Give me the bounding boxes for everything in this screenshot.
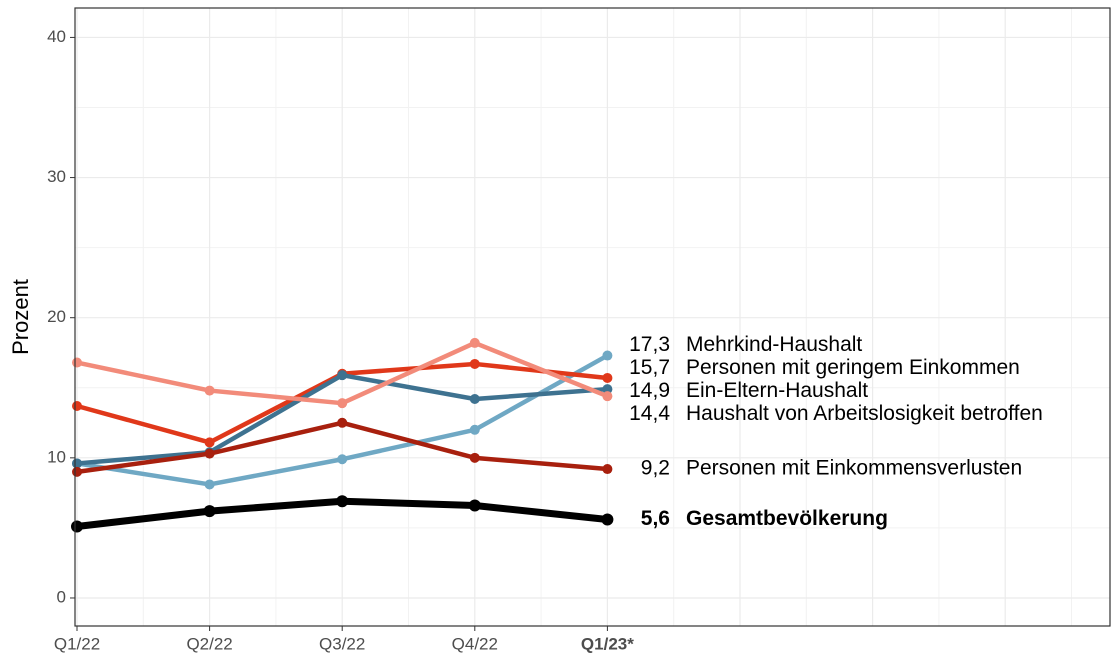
end-label: 17,3 Mehrkind-Haushalt	[629, 333, 862, 356]
point	[204, 448, 215, 459]
point	[469, 424, 480, 435]
x-tick-label: Q2/22	[186, 634, 232, 653]
point	[72, 466, 82, 477]
point	[72, 400, 82, 411]
y-tick-label: 0	[57, 587, 66, 606]
series-label: Gesamtbevölkerung	[686, 507, 888, 530]
point	[602, 372, 613, 383]
point	[469, 337, 480, 348]
series-label: Personen mit Einkommensverlusten	[686, 457, 1022, 480]
x-tick-label: Q3/22	[319, 634, 365, 653]
value-label: 17,3	[629, 333, 670, 356]
x-tick-label: Q4/22	[452, 634, 498, 653]
y-axis-label: Prozent	[8, 279, 33, 355]
value-label: 9,2	[641, 457, 670, 480]
point	[204, 437, 215, 448]
point	[204, 385, 215, 396]
point	[469, 393, 480, 404]
end-label: 5,6 Gesamtbevölkerung	[641, 507, 888, 530]
series-label: Mehrkind-Haushalt	[686, 333, 862, 356]
series-label: Personen mit geringem Einkommen	[686, 356, 1020, 379]
series-label: Ein-Eltern-Haushalt	[686, 379, 868, 402]
end-label: 14,4 Haushalt von Arbeitslosigkeit betrof…	[629, 402, 1043, 425]
point	[469, 358, 480, 369]
point	[204, 479, 215, 490]
point	[468, 499, 481, 512]
point	[602, 350, 613, 361]
point	[72, 357, 82, 368]
value-label: 14,9	[629, 379, 670, 402]
value-label: 15,7	[629, 356, 670, 379]
point	[337, 454, 348, 465]
plot-border	[74, 7, 1111, 627]
x-tick-label: Q1/22	[54, 634, 100, 653]
point	[601, 513, 614, 526]
y-tick-label: 20	[47, 307, 66, 326]
series-label: Haushalt von Arbeitslosigkeit betroffen	[686, 402, 1043, 425]
point	[203, 505, 216, 518]
point	[336, 495, 349, 508]
end-label: 15,7 Personen mit geringem Einkommen	[629, 356, 1020, 379]
x-tick-label: Q1/23*	[581, 634, 634, 653]
y-tick-label: 10	[47, 447, 66, 466]
point	[602, 464, 613, 475]
point	[71, 520, 83, 533]
point	[602, 384, 613, 395]
end-label: 9,2 Personen mit Einkommensverlusten	[641, 457, 1022, 480]
point	[469, 452, 480, 463]
point	[337, 398, 348, 409]
point	[337, 370, 348, 381]
value-label: 14,4	[629, 402, 670, 425]
point	[337, 417, 348, 428]
point	[602, 391, 613, 402]
y-tick-label: 40	[47, 27, 66, 46]
value-label: 5,6	[641, 507, 670, 530]
y-tick-label: 30	[47, 167, 66, 186]
end-label: 14,9 Ein-Eltern-Haushalt	[629, 379, 868, 402]
